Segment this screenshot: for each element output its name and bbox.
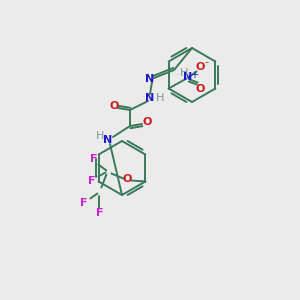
Text: H: H [96,131,104,141]
Text: +: + [190,70,198,80]
Text: N: N [146,93,154,103]
Text: F: F [80,199,87,208]
Text: N: N [183,73,192,82]
Text: O: O [196,61,205,71]
Text: F: F [90,154,97,164]
Text: -: - [205,58,208,68]
Text: O: O [142,117,152,127]
Text: F: F [96,208,103,218]
Text: O: O [123,175,132,184]
Text: F: F [88,176,95,187]
Text: N: N [146,74,154,84]
Text: H: H [180,68,188,78]
Text: N: N [103,135,112,145]
Text: H: H [156,93,164,103]
Text: O: O [109,101,119,111]
Text: O: O [196,83,205,94]
